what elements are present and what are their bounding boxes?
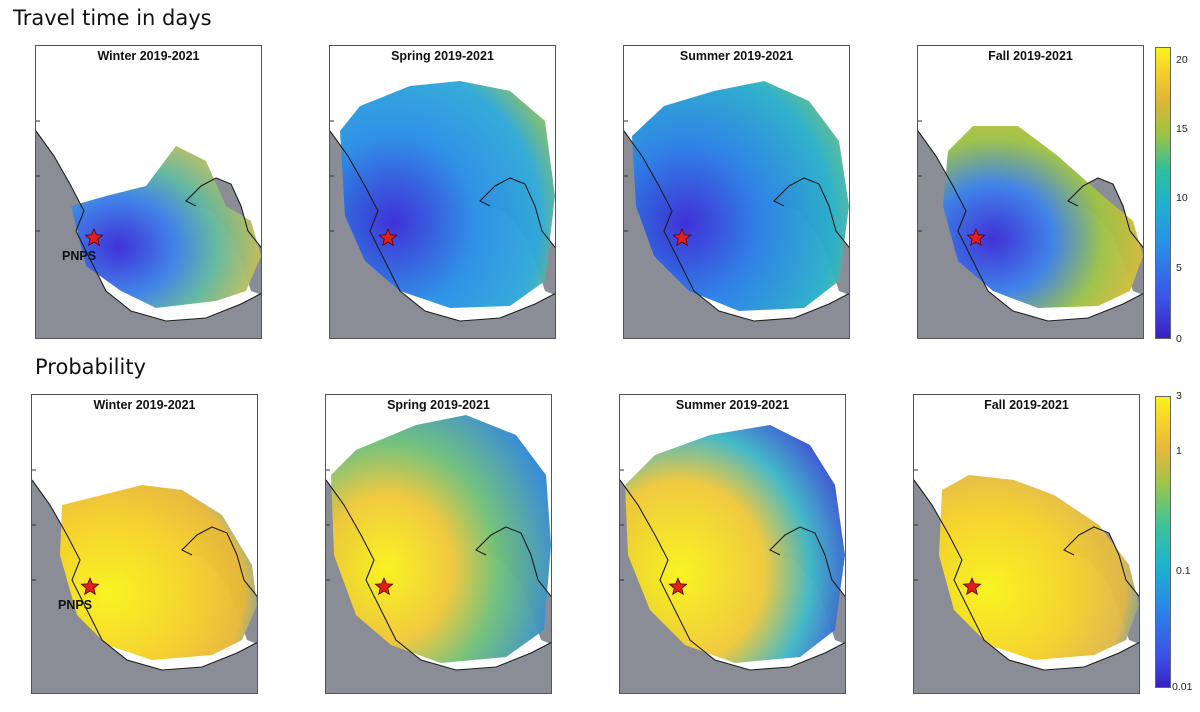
panel-title: Spring 2019-2021	[391, 49, 494, 63]
cape-outline	[1063, 526, 1139, 598]
panel-title: Fall 2019-2021	[984, 398, 1069, 412]
land-coast-south	[918, 291, 1143, 338]
concentration-plume	[331, 415, 551, 663]
probability-tick-0.1: 0.1	[1176, 565, 1191, 577]
panel-title: Winter 2019-2021	[93, 398, 196, 412]
panel-title: Summer 2019-2021	[679, 49, 794, 63]
land-coast-south	[326, 640, 551, 693]
star-icon	[84, 227, 104, 247]
cape-outline	[475, 526, 551, 598]
probability-panel-summer: Summer 2019-2021	[619, 394, 846, 694]
concentration-plume	[625, 425, 845, 663]
coastline	[914, 479, 1139, 671]
cape-outline	[1067, 177, 1143, 249]
travel-tick-0: 0	[1176, 333, 1182, 345]
panel-title: Summer 2019-2021	[675, 398, 790, 412]
pnps-label: PNPS	[62, 249, 97, 263]
travel-tick-20: 20	[1176, 54, 1188, 66]
land-coast-west	[32, 480, 127, 690]
star-icon	[966, 227, 986, 247]
star-icon	[672, 227, 692, 247]
coastline	[620, 479, 845, 671]
probability-colorbar	[1155, 396, 1171, 688]
cape-outline	[185, 177, 261, 249]
coastline	[330, 130, 555, 322]
concentration-plume	[340, 81, 555, 308]
cape-outline	[773, 177, 849, 249]
land-coast-west	[36, 131, 131, 338]
star-icon	[668, 576, 688, 596]
pnps-label: PNPS	[58, 598, 93, 612]
cape-outline	[181, 526, 257, 598]
coastline	[918, 130, 1143, 322]
star-icon	[374, 576, 394, 596]
probability-panel-fall: Fall 2019-2021	[913, 394, 1140, 694]
land-coast-south	[32, 640, 257, 693]
land-coast-south	[914, 640, 1139, 693]
coastline	[326, 479, 551, 671]
concentration-plume	[71, 146, 261, 308]
concentration-plume	[943, 126, 1143, 308]
land-coast-west	[918, 131, 1013, 338]
travel-panel-winter: Winter 2019-2021 PNPS	[35, 45, 262, 339]
coastline	[624, 130, 849, 322]
panel-title: Fall 2019-2021	[988, 49, 1073, 63]
travel-colorbar	[1155, 47, 1171, 339]
probability-panel-winter: Winter 2019-2021 PNPS	[31, 394, 258, 694]
probability-section-title: Probability	[35, 355, 147, 379]
coastline	[32, 479, 257, 671]
travel-panel-spring: Spring 2019-2021	[329, 45, 556, 339]
panel-title: Spring 2019-2021	[387, 398, 490, 412]
star-icon	[962, 576, 982, 596]
concentration-plume	[939, 475, 1139, 660]
probability-tick-1: 1	[1176, 445, 1182, 457]
probability-tick-0.01: 0.01	[1172, 681, 1193, 693]
star-icon	[378, 227, 398, 247]
cape-outline	[769, 526, 845, 598]
land-coast-south	[330, 291, 555, 338]
land-coast-south	[36, 291, 261, 338]
travel-panel-fall: Fall 2019-2021	[917, 45, 1144, 339]
cape-outline	[479, 177, 555, 249]
probability-panel-spring: Spring 2019-2021	[325, 394, 552, 694]
travel-panel-summer: Summer 2019-2021	[623, 45, 850, 339]
probability-tick-3: 3	[1176, 390, 1182, 402]
land-coast-west	[914, 480, 1009, 690]
coastline	[36, 130, 261, 322]
land-coast-south	[624, 291, 849, 338]
travel-tick-15: 15	[1176, 123, 1188, 135]
travel-tick-5: 5	[1176, 262, 1182, 274]
land-coast-south	[620, 640, 845, 693]
concentration-plume	[632, 81, 849, 311]
star-icon	[80, 576, 100, 596]
travel-tick-10: 10	[1176, 192, 1188, 204]
panel-title: Winter 2019-2021	[97, 49, 200, 63]
travel-section-title: Travel time in days	[13, 6, 212, 30]
